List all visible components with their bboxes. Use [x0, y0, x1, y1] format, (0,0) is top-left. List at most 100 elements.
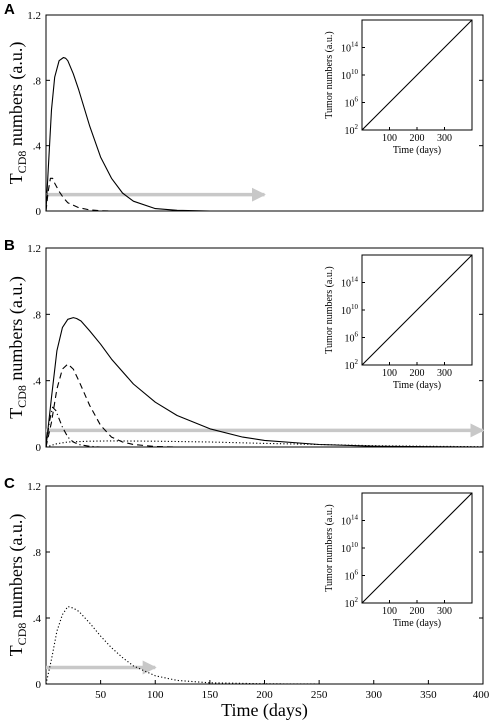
series-line-dotted [45, 605, 374, 685]
inset-y-tick-base: 10 [345, 599, 355, 610]
y-tick-label: .8 [33, 309, 42, 321]
inset-y-tick-label: 106 [345, 569, 359, 583]
y-tick-label: .4 [33, 613, 42, 625]
inset-y-tick-exp: 2 [355, 596, 359, 604]
x-tick-label: 400 [473, 689, 490, 701]
y-axis-title: TCD8 numbers (a.u.) [6, 276, 29, 419]
y-axis-title-rest: numbers (a.u.) [6, 514, 27, 623]
panel-letter: C [4, 475, 15, 492]
inset-y-tick-exp: 6 [355, 569, 359, 577]
inset-y-tick-label: 1014 [341, 514, 359, 528]
x-tick-label: 200 [256, 689, 273, 701]
inset-y-tick-base: 10 [345, 361, 355, 372]
x-tick-label: 300 [366, 689, 383, 701]
inset-y-axis-title: Tumor numbers (a.u.) [324, 504, 335, 591]
panel-letter: A [4, 1, 15, 18]
inset-y-tick-label: 1010 [341, 68, 359, 82]
y-axis-title-rest: numbers (a.u.) [6, 42, 27, 151]
inset-x-tick-label: 100 [382, 606, 397, 617]
y-axis-title-rest: numbers (a.u.) [6, 276, 27, 385]
inset-tumor-line [361, 19, 473, 131]
x-axis-title: Time (days) [221, 700, 308, 720]
chart-panel-c: C 0 .4 .8 1.2 50 100 150 200 250 300 350 400 TCD8 num… [4, 475, 490, 720]
y-axis-title-main: T [6, 408, 26, 419]
inset-x-tick-label: 100 [382, 133, 397, 144]
plot-frame [45, 247, 484, 448]
inset-y-tick-base: 10 [345, 99, 355, 110]
inset-y-tick-base: 10 [341, 544, 351, 555]
inset-x-tick-label: 300 [437, 606, 452, 617]
inset-y-tick-exp: 10 [351, 303, 359, 311]
series-line-solid [45, 317, 484, 448]
y-axis-title: TCD8 numbers (a.u.) [6, 514, 29, 657]
inset-y-tick-base: 10 [341, 306, 351, 317]
x-tick-label: 350 [420, 689, 437, 701]
inset-y-axis-title: Tumor numbers (a.u.) [324, 266, 335, 353]
inset-x-tick-label: 100 [382, 368, 397, 379]
panel-letter: B [4, 237, 15, 254]
series-line-dashed [45, 177, 112, 212]
inset-y-tick-exp: 10 [351, 541, 359, 549]
inset-y-tick-base: 10 [345, 572, 355, 583]
inset-tumor-line [361, 492, 473, 604]
y-axis-title-main: T [6, 645, 26, 656]
y-axis-title-sub: CD8 [15, 385, 29, 408]
inset-x-tick-label: 200 [410, 133, 425, 144]
inset-y-tick-label: 106 [345, 96, 359, 110]
y-tick-label: 1.2 [27, 10, 41, 22]
inset-y-tick-label: 1014 [341, 41, 359, 55]
inset-y-tick-label: 102 [345, 358, 359, 372]
y-tick-label: .4 [33, 141, 42, 153]
inset-y-tick-exp: 2 [355, 123, 359, 131]
series-line-dotted [45, 440, 484, 448]
inset-y-tick-label: 102 [345, 123, 359, 137]
inset-tumor-line [361, 254, 473, 366]
series-line-solid [45, 56, 265, 212]
inset-x-axis-title: Time (days) [393, 145, 441, 156]
x-tick-label: 100 [147, 689, 164, 701]
inset-y-tick-exp: 10 [351, 68, 359, 76]
y-tick-label: 0 [36, 206, 42, 218]
inset-y-tick-label: 106 [345, 331, 359, 345]
inset-y-tick-label: 1010 [341, 303, 359, 317]
inset-y-tick-label: 1010 [341, 541, 359, 555]
inset-x-tick-label: 200 [410, 368, 425, 379]
y-tick-label: 1.2 [27, 243, 41, 255]
y-tick-label: .8 [33, 75, 42, 87]
inset-y-tick-base: 10 [341, 517, 351, 528]
y-tick-label: .4 [33, 376, 42, 388]
inset-y-tick-exp: 14 [351, 514, 359, 522]
inset-x-tick-label: 300 [437, 368, 452, 379]
inset-y-tick-base: 10 [341, 71, 351, 82]
y-axis-title-sub: CD8 [15, 623, 29, 646]
inset-y-tick-label: 1014 [341, 276, 359, 290]
inset-y-tick-exp: 2 [355, 358, 359, 366]
inset-y-tick-base: 10 [341, 279, 351, 290]
y-tick-label: .8 [33, 547, 42, 559]
inset-x-axis-title: Time (days) [393, 380, 441, 391]
inset-y-tick-exp: 14 [351, 276, 359, 284]
inset-x-axis-title: Time (days) [393, 618, 441, 629]
x-tick-label: 250 [311, 689, 328, 701]
x-tick-label: 150 [202, 689, 219, 701]
y-tick-label: 0 [36, 442, 42, 454]
y-axis-title-sub: CD8 [15, 151, 29, 174]
inset-y-tick-exp: 6 [355, 96, 359, 104]
inset-y-tick-label: 102 [345, 596, 359, 610]
inset-y-tick-exp: 6 [355, 331, 359, 339]
inset-y-tick-base: 10 [345, 126, 355, 137]
y-axis-title: TCD8 numbers (a.u.) [6, 42, 29, 185]
y-axis-title-main: T [6, 173, 26, 184]
y-tick-label: 0 [36, 679, 42, 691]
inset-y-tick-base: 10 [341, 44, 351, 55]
inset-x-tick-label: 300 [437, 133, 452, 144]
inset-y-tick-base: 10 [345, 334, 355, 345]
series-line-dashdot [45, 406, 101, 448]
inset-y-axis-title: Tumor numbers (a.u.) [324, 31, 335, 118]
inset-y-tick-exp: 14 [351, 41, 359, 49]
